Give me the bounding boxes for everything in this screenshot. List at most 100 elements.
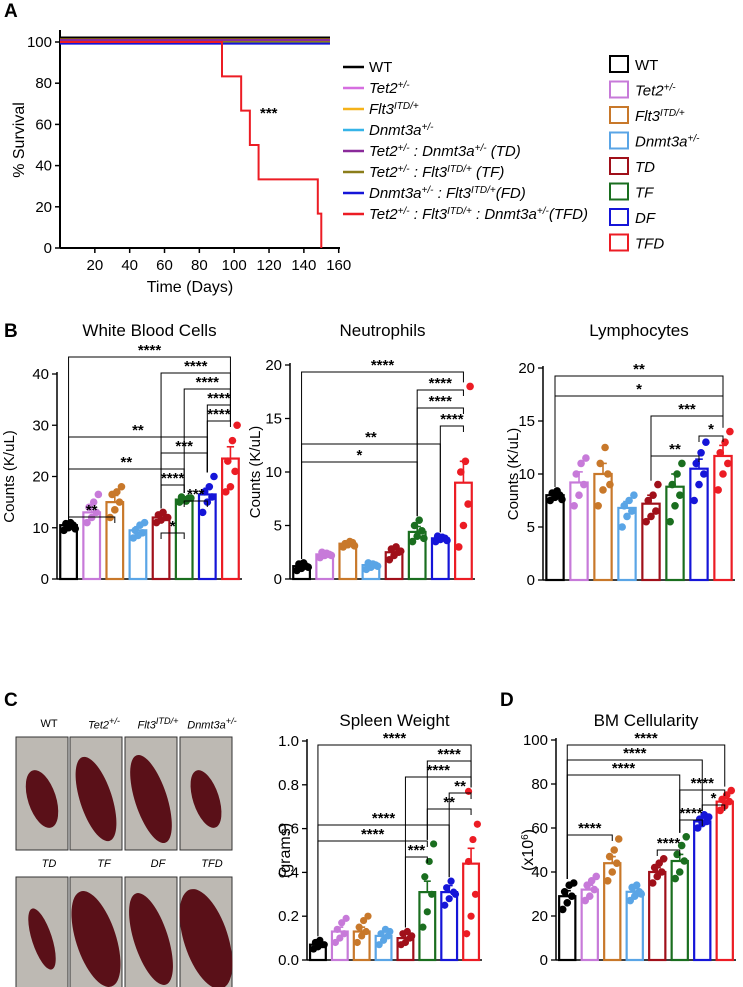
lymph-point <box>647 512 655 521</box>
spleen-organ <box>71 891 121 987</box>
survival-x-tick-label: 40 <box>121 257 138 274</box>
survival-y-title: % Survival <box>11 102 28 178</box>
neut-point <box>466 382 474 391</box>
spleen-organ <box>130 754 172 844</box>
lymph-point <box>649 491 657 500</box>
lymph-point <box>668 480 677 489</box>
wbc-point <box>231 467 239 476</box>
lymph-point <box>606 480 614 489</box>
group-legend-box-flt3 <box>609 106 629 124</box>
spleen-point <box>408 932 416 940</box>
wbc-sig-label: **** <box>196 374 220 391</box>
lymph-sig-bracket <box>650 455 700 481</box>
bm-y-tick-label: 40 <box>531 864 548 881</box>
wbc-point <box>223 457 232 465</box>
wbc-point <box>131 526 140 535</box>
lymph-point <box>572 470 581 478</box>
group-legend-label: DF <box>635 210 656 227</box>
neut-sig-label: * <box>356 447 362 464</box>
wbc-y-tick-label: 30 <box>32 417 49 434</box>
spleen-y-tick-label: 0.6 <box>278 821 299 838</box>
wbc-sig-label: ** <box>86 502 98 519</box>
photo-label-df: DF <box>150 858 166 870</box>
bm-point <box>637 890 646 898</box>
spleen-point <box>359 916 368 925</box>
group-legend-box-df <box>609 208 629 226</box>
survival-y-tick-label: 20 <box>35 199 52 216</box>
lymph-point <box>714 486 722 494</box>
lymph-y-tick-label: 5 <box>527 519 535 536</box>
wbc-point <box>113 488 121 496</box>
neut-y-tick-label: 15 <box>265 411 282 428</box>
spleen-point <box>353 938 361 947</box>
spleen-point <box>342 914 350 922</box>
wbc-sig-label: **** <box>161 470 185 487</box>
wbc-y-tick-label: 20 <box>32 469 49 486</box>
survival-x-tick-label: 80 <box>191 257 208 274</box>
wbc-sig-label: **** <box>207 406 231 423</box>
spleen-title: Spleen Weight <box>339 711 450 730</box>
spleen-point <box>403 927 411 936</box>
bm-point <box>608 868 617 876</box>
wbc-point <box>187 494 195 502</box>
survival-x-tick-label: 140 <box>291 257 316 274</box>
bm-sig-label: **** <box>578 820 602 837</box>
wbc-sig-label: *** <box>175 438 193 455</box>
bm-sig-bracket <box>679 819 703 833</box>
survival-legend-label: Dnmt3a+/- : Flt3ITD/+(FD) <box>369 185 526 203</box>
group-legend-box-tfd <box>609 233 629 252</box>
bm-point <box>603 877 612 885</box>
bm-point <box>590 885 599 894</box>
survival-y-tick-label: 80 <box>35 75 52 92</box>
neut-point <box>327 551 336 560</box>
lymph-point <box>577 459 585 468</box>
photo-label-tf: TF <box>97 858 111 870</box>
neut-point <box>413 532 421 540</box>
bm-point <box>563 899 572 907</box>
lymph-sig-label: ** <box>669 441 681 458</box>
wbc-point <box>200 488 209 496</box>
neut-point <box>420 534 428 543</box>
lymph-sig-label: ** <box>633 361 645 378</box>
neut-point <box>373 562 382 570</box>
group-legend-box-dnmt3a <box>609 131 629 150</box>
spleen-sig-bracket <box>404 856 428 928</box>
lymph-point <box>601 443 609 452</box>
group-legend-box-tf <box>609 182 629 201</box>
survival-legend-label: Tet2+/- : Flt3ITD/+ (TF) <box>369 164 504 182</box>
spleen-point <box>358 932 366 940</box>
spleen-point <box>469 835 477 844</box>
lymph-point <box>580 480 588 489</box>
wbc-sig-bracket <box>68 468 185 519</box>
neut-point <box>396 547 405 555</box>
wbc-point <box>111 506 119 514</box>
spleen-point <box>401 938 410 947</box>
lymph-point <box>697 449 705 457</box>
wbc-point <box>208 493 216 501</box>
bm-point <box>558 905 567 914</box>
bm-y-tick-label: 80 <box>531 776 548 793</box>
spleen-point <box>355 923 363 931</box>
lymph-point <box>594 502 602 510</box>
photo-label-dnmt3a: Dnmt3a+/- <box>187 716 237 732</box>
bm-point <box>585 892 594 900</box>
lymph-y-tick-label: 0 <box>527 572 535 589</box>
neut-point <box>350 542 359 550</box>
bm-point <box>671 874 680 883</box>
group-legend-label: WT <box>635 57 658 74</box>
spleen-point <box>463 930 471 938</box>
neut-sig-label: **** <box>371 357 395 374</box>
lymph-point <box>623 512 631 521</box>
bm-point <box>560 888 569 896</box>
survival-x-tick-label: 100 <box>222 257 247 274</box>
survival-line-tfd <box>60 41 323 248</box>
spleen-point <box>464 857 473 866</box>
neut-point <box>461 457 470 466</box>
spleen-point <box>441 901 449 909</box>
photo-label-wt: WT <box>40 718 58 730</box>
bm-sig-label: **** <box>623 745 647 762</box>
lymph-point <box>604 470 612 478</box>
bm-sig-label: **** <box>691 775 715 792</box>
spleen-point <box>467 912 475 920</box>
